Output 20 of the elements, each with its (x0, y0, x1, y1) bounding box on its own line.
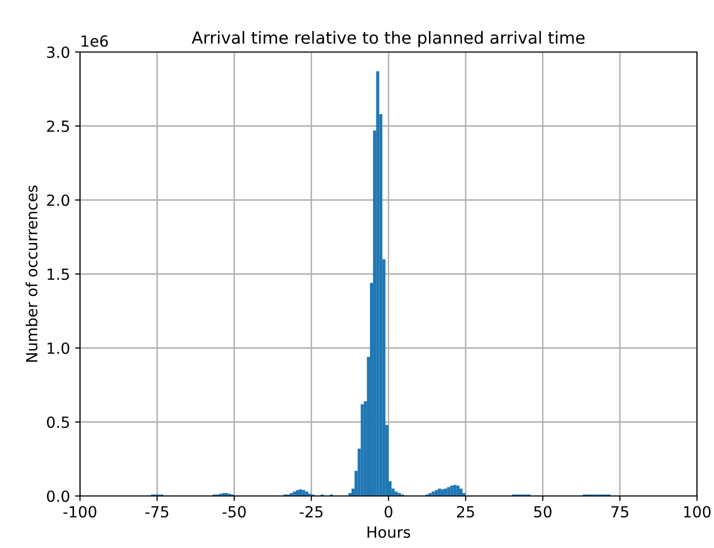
x-tick-label: -50 (222, 506, 246, 518)
x-tick-label: -25 (300, 506, 323, 518)
x-tick-label: -75 (145, 506, 168, 518)
x-tick-label: 75 (611, 506, 628, 518)
y-tick-label: 2.0 (47, 194, 70, 206)
y-tick-label: 1.5 (48, 268, 69, 280)
text: 1e6 (82, 35, 108, 47)
x-tick-label: 0 (384, 506, 392, 518)
x-axis-title: Hours (368, 526, 410, 538)
x-tick-label: 100 (684, 506, 711, 518)
y-tick-label: 1.0 (48, 342, 70, 354)
x-tick-label: 50 (534, 506, 552, 518)
y-tick-label: 0.5 (46, 416, 69, 428)
y-tick-label: 0.0 (46, 490, 70, 502)
y-tick-label: 2.5 (47, 120, 69, 132)
x-tick-label: 25 (457, 506, 474, 518)
x-tick-label: -100 (63, 506, 96, 518)
chart-title: Arrival time relative to the planned arrival time (192, 31, 585, 48)
y-axis-title: Number of occurrences (26, 186, 38, 362)
y-tick-label: 3.0 (47, 46, 70, 58)
